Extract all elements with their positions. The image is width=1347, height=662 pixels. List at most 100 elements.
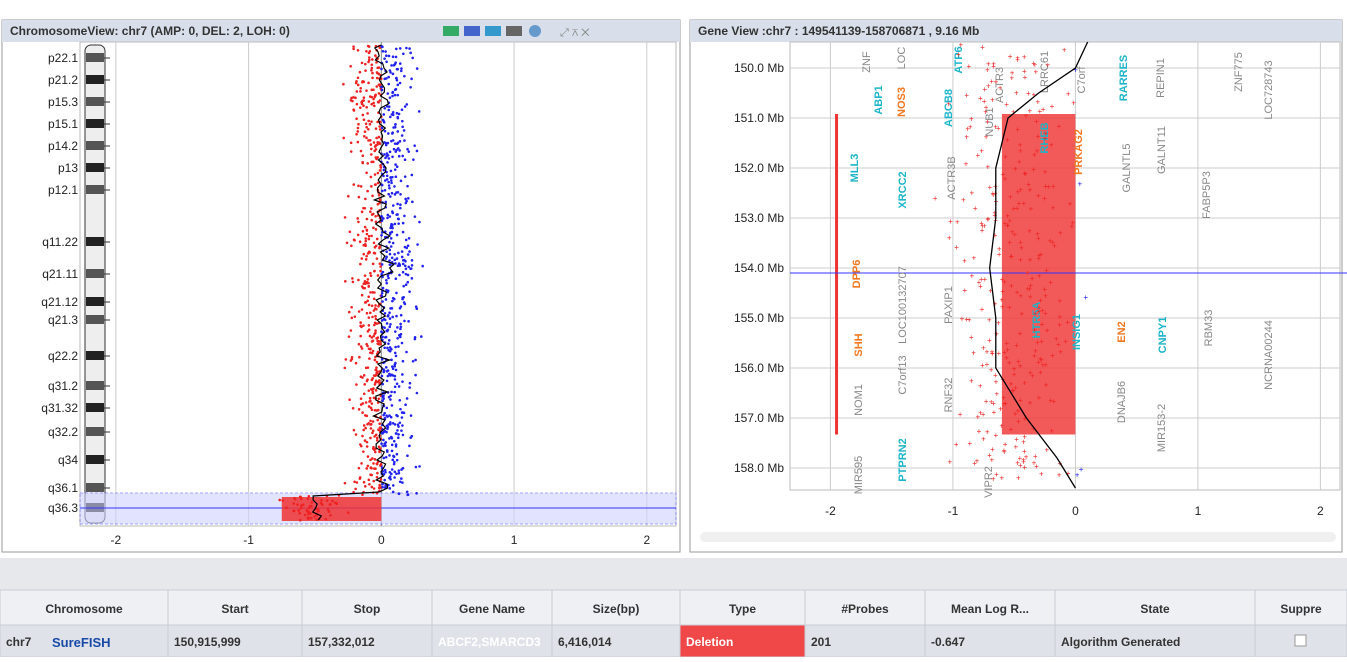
probe-dot — [382, 174, 385, 178]
toolbar[interactable]: ⤢ ⊼ ✕ — [443, 25, 590, 39]
probe-dot: + — [979, 275, 984, 284]
cell-text: Deletion — [686, 635, 733, 649]
probe-dot — [401, 221, 405, 225]
probe-dot — [412, 158, 415, 161]
probe-dot — [371, 457, 374, 460]
tool-icon[interactable] — [506, 26, 522, 36]
probe-dot — [364, 237, 368, 240]
probe-dot — [392, 454, 395, 458]
probe-dot — [391, 111, 395, 114]
probe-dot — [404, 267, 408, 271]
probe-dot — [391, 132, 394, 135]
probe-dot — [393, 378, 397, 381]
probe-dot — [375, 85, 379, 88]
probe-dot — [349, 64, 352, 68]
probe-dot — [387, 157, 391, 160]
probe-dot — [395, 47, 398, 51]
probe-dot — [391, 155, 394, 159]
probe-dot — [383, 346, 386, 350]
probe-dot — [335, 502, 339, 506]
probe-dot — [410, 264, 414, 267]
probe-dot — [363, 439, 367, 442]
probe-dot — [351, 277, 354, 280]
probe-dot — [395, 458, 399, 462]
gene-label: VIPR2 — [983, 466, 995, 498]
probe-dot — [365, 445, 369, 448]
probe-dot: + — [1039, 337, 1044, 346]
probe-dot: + — [1039, 470, 1044, 479]
probe-dot: + — [1035, 338, 1040, 347]
probe-dot — [351, 406, 355, 410]
probe-dot — [393, 351, 397, 355]
probe-dot — [354, 361, 358, 365]
probe-dot: + — [989, 77, 994, 86]
header-cell[interactable] — [0, 589, 169, 626]
probe-dot — [381, 50, 385, 53]
header-cell[interactable] — [1054, 589, 1256, 626]
probe-dot — [368, 49, 372, 53]
probe-dot — [348, 398, 351, 402]
probe-dot — [391, 90, 395, 94]
column-header: Chromosome — [45, 602, 123, 616]
probe-dot: + — [1021, 199, 1026, 208]
probe-dot — [374, 317, 378, 321]
probe-dot — [387, 180, 390, 184]
probe-dot — [359, 90, 362, 93]
header-cell[interactable] — [679, 589, 806, 626]
probe-dot — [388, 215, 392, 218]
tool-icon[interactable] — [485, 26, 501, 36]
tool-icon[interactable] — [529, 25, 541, 37]
header-cell[interactable] — [167, 589, 303, 626]
probe-dot: + — [1054, 334, 1059, 343]
probe-dot — [367, 389, 371, 392]
probe-dot: + — [984, 132, 989, 141]
window-button[interactable]: ⤢ ⊼ ✕ — [560, 27, 590, 39]
band-label: q36.1 — [48, 481, 78, 495]
probe-dot — [369, 427, 373, 430]
probe-dot — [307, 495, 311, 498]
probe-dot: + — [958, 410, 963, 419]
scrollbar[interactable] — [700, 532, 1336, 542]
probe-dot — [396, 83, 400, 87]
probe-dot — [397, 385, 401, 388]
probe-dot — [404, 283, 408, 286]
probe-dot: + — [1058, 297, 1063, 306]
header-cell[interactable] — [804, 589, 926, 626]
probe-dot — [367, 100, 371, 103]
probe-dot — [382, 217, 385, 220]
column-header: Mean Log R... — [951, 602, 1029, 616]
probe-dot — [356, 76, 360, 80]
probe-dot — [364, 69, 367, 72]
gene-label: C7orf13 — [897, 355, 909, 394]
probe-dot: + — [964, 132, 969, 141]
checkbox[interactable] — [1294, 634, 1307, 647]
probe-dot: + — [1034, 462, 1039, 471]
probe-dot — [358, 476, 362, 479]
probe-dot — [390, 181, 393, 185]
probe-dot: + — [1028, 186, 1033, 195]
probe-dot — [362, 206, 365, 210]
probe-dot — [359, 444, 363, 448]
probe-dot — [278, 498, 281, 502]
probe-dot — [398, 62, 402, 65]
probe-dot — [382, 120, 386, 124]
y-tick-label: 157.0 Mb — [734, 411, 784, 425]
probe-dot — [390, 256, 394, 260]
tool-icon[interactable] — [464, 26, 480, 36]
probe-dot — [396, 130, 400, 133]
tool-icon[interactable] — [443, 26, 459, 36]
probe-dot: + — [1071, 99, 1076, 108]
band-label: q31.32 — [41, 401, 78, 415]
probe-dot — [356, 130, 360, 133]
probe-dot — [381, 118, 385, 122]
probe-dot — [399, 407, 402, 411]
probe-dot — [372, 334, 376, 338]
probe-dot — [374, 127, 378, 130]
header-cell[interactable] — [1254, 589, 1347, 626]
probe-dot: + — [1015, 56, 1020, 65]
probe-dot — [370, 485, 374, 489]
probe-dot: + — [986, 82, 991, 91]
probe-dot: + — [994, 77, 999, 86]
probe-dot — [359, 185, 363, 188]
probe-dot — [371, 349, 375, 353]
